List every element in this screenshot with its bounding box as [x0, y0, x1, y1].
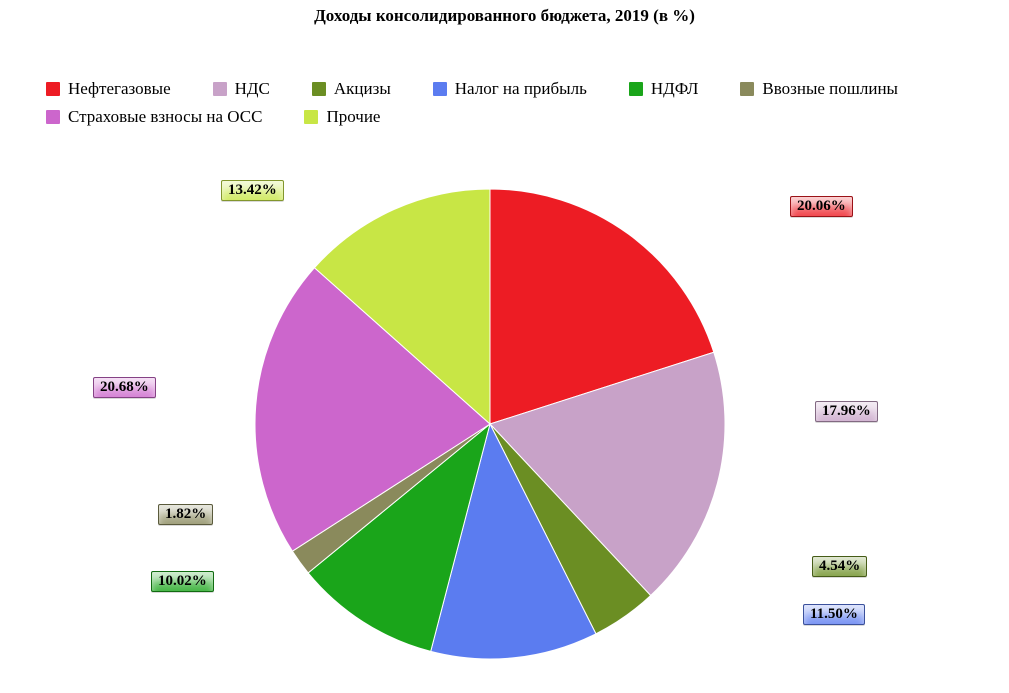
- data-label-profit_tax: 11.50%: [803, 604, 865, 625]
- pie-chart: 20.06% 17.96% 4.54% 11.50% 10.02% 1.82% 20.68%…: [0, 0, 1009, 693]
- data-label-vat: 17.96%: [815, 401, 878, 422]
- data-label-social_ins: 20.68%: [93, 377, 156, 398]
- data-label-oil_gas: 20.06%: [790, 196, 853, 217]
- data-label-import_duty: 1.82%: [158, 504, 213, 525]
- data-label-excise: 4.54%: [812, 556, 867, 577]
- data-label-ndfl: 10.02%: [151, 571, 214, 592]
- data-label-other: 13.42%: [221, 180, 284, 201]
